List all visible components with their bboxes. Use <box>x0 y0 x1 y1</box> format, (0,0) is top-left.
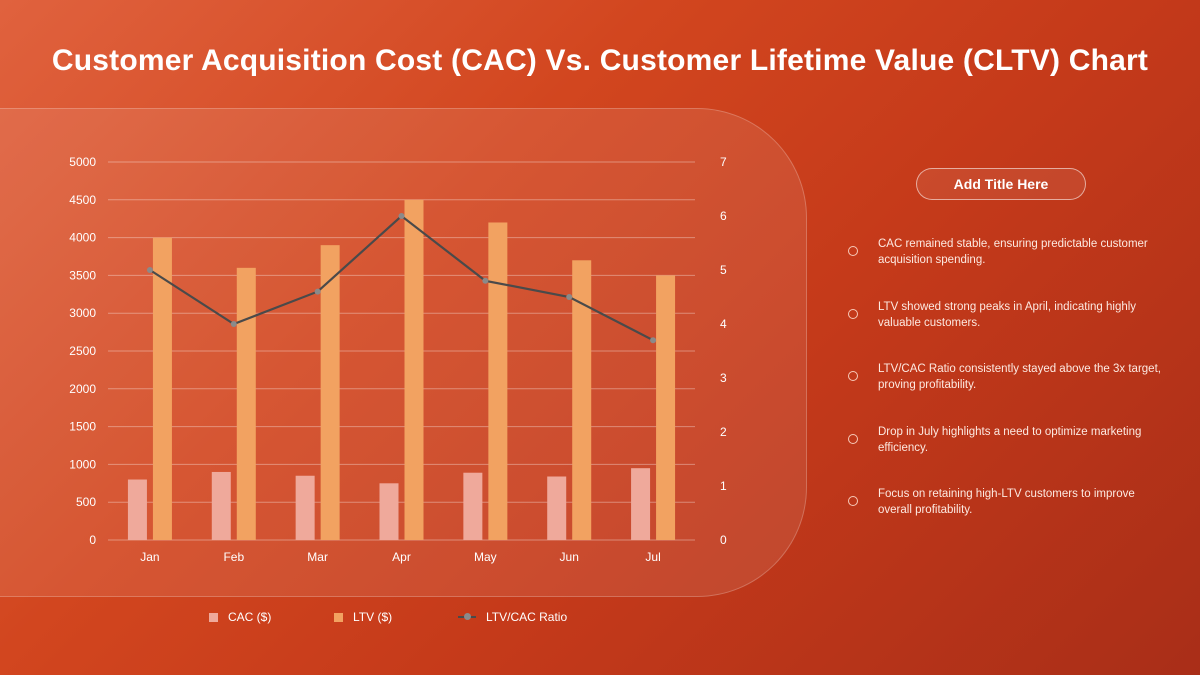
y-tick-label: 0 <box>89 533 96 547</box>
legend-label-cac: CAC ($) <box>228 610 272 624</box>
y2-tick-label: 0 <box>720 533 727 547</box>
insight-text: LTV showed strong peaks in April, indica… <box>878 300 1137 329</box>
y2-tick-label: 1 <box>720 479 727 493</box>
x-tick-label: May <box>474 550 497 564</box>
legend-label-ltv: LTV ($) <box>353 610 393 624</box>
x-tick-label: Jan <box>140 550 159 564</box>
y2-tick-label: 2 <box>720 425 727 439</box>
y2-tick-label: 5 <box>720 263 727 277</box>
y2-tick-label: 3 <box>720 371 727 385</box>
y-tick-label: 3000 <box>69 306 96 320</box>
y-tick-label: 5000 <box>69 155 96 169</box>
combo-chart: 0 500 1000 1500 2000 2500 3000 3500 4000 4500 5000… <box>69 155 727 564</box>
ratio-point <box>482 277 489 284</box>
y2-tick-label: 4 <box>720 317 727 331</box>
y2-tick-label: 7 <box>720 155 727 169</box>
bar-ltv <box>404 199 424 541</box>
y-tick-label: 2500 <box>69 344 96 358</box>
x-tick-label: Mar <box>307 550 328 564</box>
bar-ltv <box>488 222 508 541</box>
page-title: Customer Acquisition Cost (CAC) Vs. Cust… <box>51 44 1149 77</box>
legend-line-ratio <box>458 613 476 620</box>
y-tick-label: 2000 <box>69 382 96 396</box>
bar-cac <box>463 472 483 540</box>
list-item: Drop in July highlights a need to optimi… <box>846 424 1166 487</box>
list-item: LTV showed strong peaks in April, indica… <box>846 299 1166 362</box>
legend-swatch-ltv <box>334 612 343 622</box>
circle-bullet-icon <box>848 308 858 319</box>
legend-item-ltv[interactable]: LTV ($) <box>334 610 392 624</box>
y-tick-label: 1000 <box>69 457 96 471</box>
y-tick-label: 1500 <box>69 420 96 434</box>
y-tick-label: 4500 <box>69 193 96 207</box>
list-item: LTV/CAC Ratio consistently stayed above … <box>846 361 1166 424</box>
ratio-point <box>650 337 657 344</box>
x-tick-label: Jul <box>645 550 660 564</box>
bar-ltv <box>656 275 676 540</box>
list-item: Focus on retaining high-LTV customers to… <box>846 486 1166 549</box>
chart-legend: CAC ($) LTV ($) LTV/CAC Ratio <box>0 610 806 630</box>
ratio-point <box>566 294 573 300</box>
insights-list: CAC remained stable, ensuring predictabl… <box>846 236 1166 549</box>
bar-ltv <box>152 237 172 540</box>
bar-cac <box>211 471 231 540</box>
bar-cac <box>631 468 651 540</box>
y-tick-label: 3500 <box>69 268 96 282</box>
y-tick-label: 4000 <box>69 231 96 245</box>
ratio-point <box>146 267 153 273</box>
x-tick-label: Feb <box>223 550 244 564</box>
y-tick-label: 500 <box>76 495 96 509</box>
circle-bullet-icon <box>848 246 858 256</box>
circle-bullet-icon <box>848 371 858 381</box>
ratio-point <box>314 288 321 295</box>
legend-item-cac[interactable]: CAC ($) <box>209 610 271 624</box>
insight-text: Drop in July highlights a need to optimi… <box>878 425 1142 454</box>
legend-label-ratio: LTV/CAC Ratio <box>486 610 568 624</box>
legend-item-ratio[interactable]: LTV/CAC Ratio <box>458 610 567 624</box>
list-item: CAC remained stable, ensuring predictabl… <box>846 236 1166 299</box>
x-tick-label: Jun <box>560 550 579 564</box>
bar-cac <box>295 475 315 540</box>
insight-text: CAC remained stable, ensuring predictabl… <box>878 238 1148 266</box>
ratio-point <box>398 213 405 219</box>
bar-ltv <box>320 245 340 540</box>
legend-swatch-cac <box>209 612 218 622</box>
circle-bullet-icon <box>848 433 858 444</box>
bar-ltv <box>572 260 592 540</box>
insight-text: LTV/CAC Ratio consistently stayed above … <box>878 363 1161 391</box>
bar-ltv <box>236 267 256 540</box>
insight-text: Focus on retaining high-LTV customers to… <box>878 488 1135 516</box>
bar-cac <box>127 479 147 540</box>
y2-tick-label: 6 <box>720 209 727 223</box>
circle-bullet-icon <box>848 496 858 506</box>
bar-cac <box>379 483 399 540</box>
bar-cac <box>547 476 567 540</box>
side-panel-title-button[interactable]: Add Title Here <box>916 168 1086 200</box>
x-tick-label: Apr <box>392 550 411 564</box>
ratio-point <box>230 321 237 327</box>
